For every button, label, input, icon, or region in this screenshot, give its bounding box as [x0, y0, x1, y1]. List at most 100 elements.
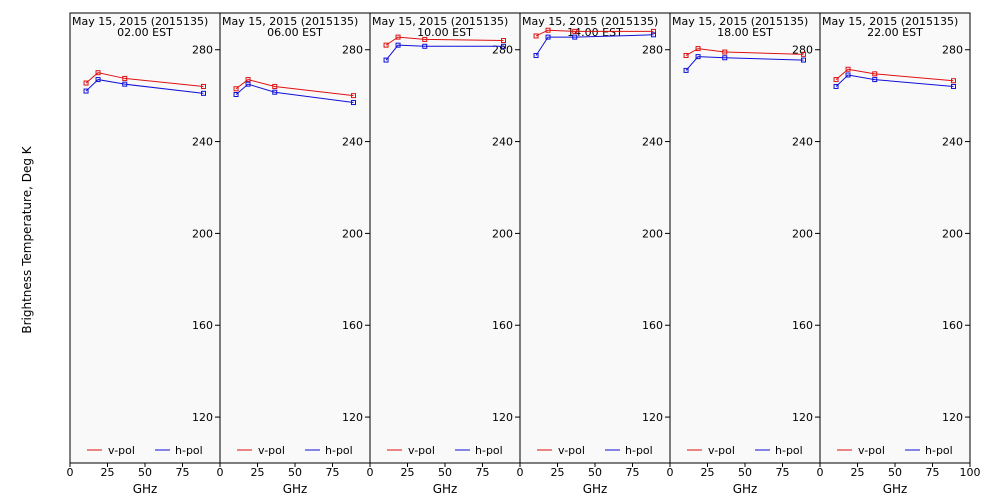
panel-subtitle: 10.00 EST [417, 26, 473, 39]
panel-4: May 15, 2015 (2015135)14.00 EST120160200… [517, 12, 671, 496]
data-point [351, 93, 356, 99]
data-point [872, 71, 878, 77]
panel-title: May 15, 2015 (2015135) [522, 15, 658, 28]
data-point [572, 28, 578, 34]
data-point [845, 66, 851, 72]
y-tick-label: 160 [342, 319, 363, 332]
data-point [83, 88, 89, 94]
data-point [422, 43, 428, 49]
data-point [245, 77, 251, 83]
data-point [722, 49, 728, 55]
series-line-h-pol [85, 79, 204, 94]
y-tick-label: 280 [642, 44, 663, 57]
series-line-v-pol [85, 72, 204, 87]
data-point [351, 100, 356, 106]
data-point [951, 83, 956, 89]
data-point [272, 89, 278, 95]
data-point [801, 51, 806, 57]
panel-2: May 15, 2015 (2015135)06.00 EST 120 160 200… [217, 12, 371, 496]
legend-label-v: v-pol [558, 444, 585, 457]
panel-subtitle: 18.00 EST [717, 26, 773, 39]
y-tick-label: 120 [792, 411, 813, 424]
plot-area [219, 12, 371, 464]
data-point [122, 81, 128, 87]
plot-area [669, 12, 821, 464]
y-tick-label: 200 [492, 227, 513, 240]
data-point [872, 77, 878, 83]
y-tick-label: 240 [192, 136, 213, 149]
series-line-v-pol [835, 68, 954, 82]
data-point [501, 43, 506, 49]
data-point [83, 80, 89, 86]
data-point [233, 86, 239, 92]
x-tick-label: 75 [326, 466, 340, 479]
legend-label-h: h-pol [475, 444, 503, 457]
x-tick-label: 25 [101, 466, 115, 479]
x-tick-label: 75 [776, 466, 790, 479]
x-tick-label: 25 [851, 466, 865, 479]
x-tick-label: 25 [401, 466, 415, 479]
y-tick-label: 240 [492, 136, 513, 149]
data-point [683, 52, 689, 58]
data-point [533, 52, 539, 58]
y-tick-label: 240 [642, 136, 663, 149]
data-point [233, 92, 239, 98]
data-point [533, 33, 539, 39]
legend-label-h: h-pol [325, 444, 353, 457]
x-tick-label: 50 [288, 466, 302, 479]
y-tick-label: 240 [342, 136, 363, 149]
legend-label-v: v-pol [108, 444, 135, 457]
panel-title: May 15, 2015 (2015135) [372, 15, 508, 28]
data-point [683, 67, 689, 73]
panel-title: May 15, 2015 (2015135) [222, 15, 358, 28]
panel-subtitle: 06.00 EST [267, 26, 323, 39]
y-tick-label: 160 [192, 319, 213, 332]
x-tick-label: 50 [588, 466, 602, 479]
y-tick-label: 200 [642, 227, 663, 240]
data-point [695, 54, 701, 60]
x-tick-label: 50 [738, 466, 752, 479]
data-point [201, 83, 206, 89]
x-tick-label: 100 [960, 466, 981, 479]
series-line-v-pol [235, 79, 354, 97]
y-tick-label: 280 [192, 44, 213, 57]
panel-subtitle: 02.00 EST [117, 26, 173, 39]
y-axis-label: Brightness Temperature, Deg K [20, 145, 34, 333]
legend-label-v: v-pol [708, 444, 735, 457]
data-point [545, 34, 551, 40]
data-point [383, 57, 389, 63]
x-tick-label: 25 [251, 466, 265, 479]
panel-1: May 15, 2015 (2015135)02.00 EST 120 160 200… [67, 12, 221, 496]
panel-3: May 15, 2015 (2015135)10.00 EST 120 160 200… [367, 12, 521, 496]
x-tick-label: 50 [138, 466, 152, 479]
x-tick-label: 75 [476, 466, 490, 479]
x-tick-label: 50 [888, 466, 902, 479]
x-tick-label: 25 [701, 466, 715, 479]
series-line-h-pol [685, 56, 804, 71]
x-axis-label: GHz [583, 482, 608, 496]
data-point [801, 57, 806, 63]
panel-title: May 15, 2015 (2015135) [72, 15, 208, 28]
y-tick-label: 120 [192, 411, 213, 424]
x-axis-label: GHz [733, 482, 758, 496]
data-point [122, 75, 128, 81]
legend-label-h: h-pol [175, 444, 203, 457]
legend-label-h: h-pol [925, 444, 953, 457]
data-point [395, 34, 401, 40]
x-axis-label: GHz [283, 482, 308, 496]
y-tick-label: 280 [342, 44, 363, 57]
y-tick-label: 240 [792, 136, 813, 149]
series-line-h-pol [385, 44, 504, 61]
data-point [545, 27, 551, 33]
x-tick-label: 75 [626, 466, 640, 479]
y-tick-label: 160 [792, 319, 813, 332]
legend-label-v: v-pol [858, 444, 885, 457]
data-point [422, 36, 428, 42]
data-point [833, 77, 839, 83]
x-axis-label: GHz [883, 482, 908, 496]
data-point [651, 32, 656, 38]
y-tick-label: 200 [942, 227, 963, 240]
y-tick-label: 120 [492, 411, 513, 424]
series-line-v-pol [685, 48, 804, 56]
y-tick-label: 280 [492, 44, 513, 57]
